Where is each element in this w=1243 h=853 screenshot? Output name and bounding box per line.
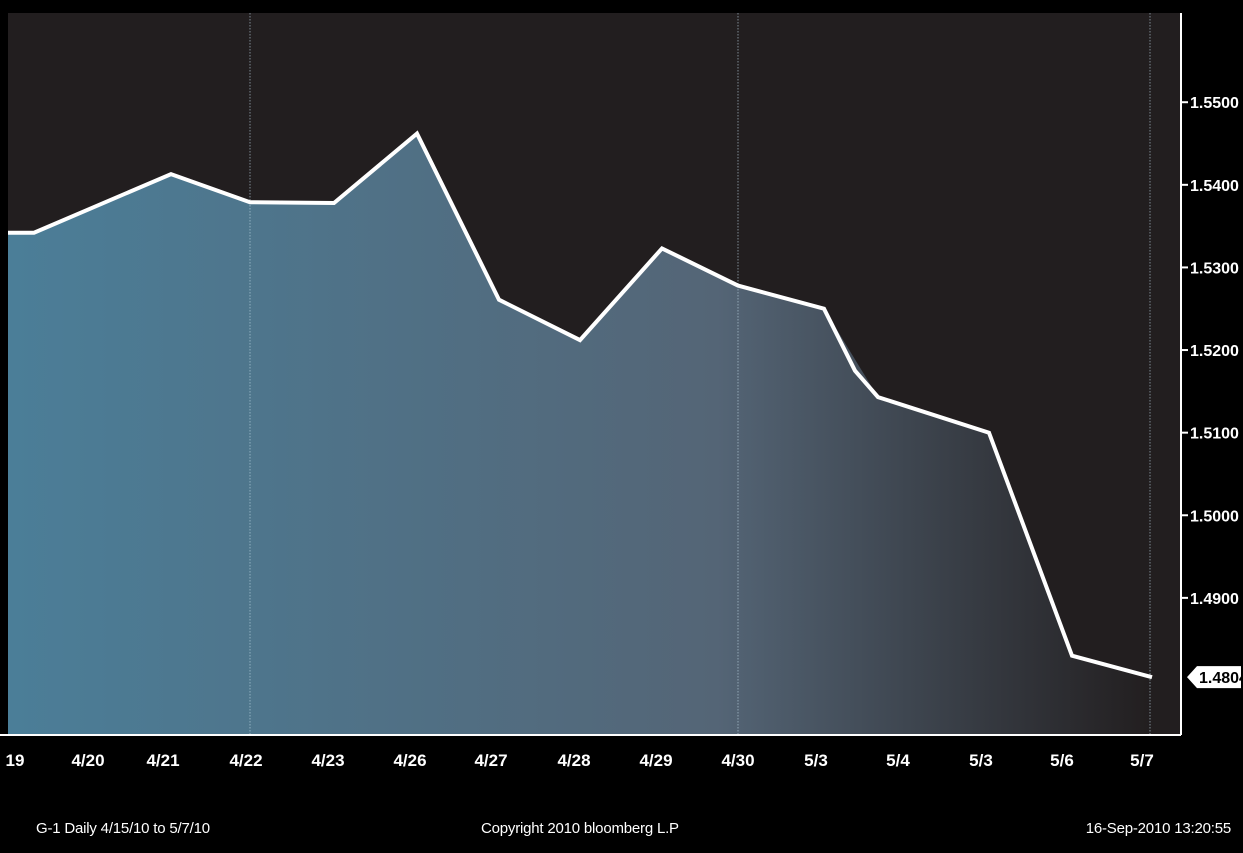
x-tick-label: 4/30 xyxy=(721,751,754,770)
x-tick-label: 19 xyxy=(6,751,25,770)
x-tick-label: 5/3 xyxy=(804,751,828,770)
x-tick-label: 5/7 xyxy=(1130,751,1154,770)
x-tick-label: 4/20 xyxy=(71,751,104,770)
x-tick-label: 5/4 xyxy=(886,751,910,770)
y-tick-label: 1.5500 xyxy=(1190,95,1239,112)
y-tick-label: 1.5000 xyxy=(1190,508,1239,525)
y-tick-label: 1.4900 xyxy=(1190,591,1239,608)
x-tick-label: 4/28 xyxy=(557,751,590,770)
y-tick-label: 1.5200 xyxy=(1190,343,1239,360)
x-tick-label: 4/23 xyxy=(311,751,344,770)
x-tick-label: 5/6 xyxy=(1050,751,1074,770)
x-tick-label: 5/3 xyxy=(969,751,993,770)
series-line xyxy=(8,130,1153,680)
chart-footer: G-1 Daily 4/15/10 to 5/7/10 Copyright 20… xyxy=(0,820,1243,853)
chart-range-label: G-1 Daily 4/15/10 to 5/7/10 xyxy=(36,820,210,837)
x-tick-label: 4/27 xyxy=(474,751,507,770)
last-value-tag xyxy=(1187,666,1241,689)
x-tick-label: 4/22 xyxy=(229,751,262,770)
price-chart: 1.5500 1.5400 1.5300 1.5200 1.5100 1.5000 1.49… xyxy=(0,13,1243,770)
last-value-label: 1.4804 xyxy=(1199,670,1243,687)
x-tick-label: 4/26 xyxy=(393,751,426,770)
copyright-label: Copyright 2010 bloomberg L.P xyxy=(481,820,679,837)
y-tick-label: 1.5400 xyxy=(1190,178,1239,195)
timestamp-label: 16-Sep-2010 13:20:55 xyxy=(1085,820,1231,837)
y-tick-label: 1.5100 xyxy=(1190,426,1239,443)
x-tick-label: 4/21 xyxy=(146,751,179,770)
x-tick-label: 4/29 xyxy=(639,751,672,770)
y-tick-label: 1.5300 xyxy=(1190,260,1239,277)
series-area xyxy=(8,133,1152,736)
